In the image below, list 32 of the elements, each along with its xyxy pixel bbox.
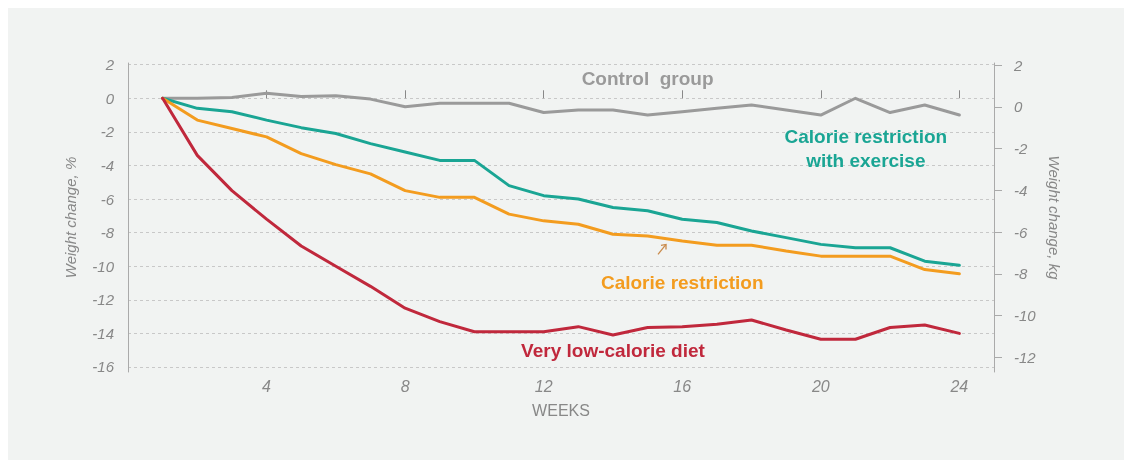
x-axis-title: WEEKS	[532, 401, 590, 419]
x-tick-label: 24	[949, 377, 969, 395]
y-tick-label: 2	[104, 56, 115, 74]
y-tick-label: -4	[100, 156, 114, 174]
y-tick-label: -14	[92, 324, 114, 342]
y2-tick-label: -8	[1014, 265, 1028, 283]
y2-tick-label: -6	[1014, 223, 1028, 241]
x-tick-label: 16	[673, 377, 692, 395]
y2-tick-label: -10	[1014, 307, 1037, 325]
y2-tick-label: 2	[1013, 56, 1023, 74]
x-tick-label: 4	[262, 377, 272, 395]
x-tick-label: 8	[400, 377, 410, 395]
text: Calorie restriction with exercise	[784, 126, 948, 172]
x-tick-label: 12	[534, 377, 553, 395]
y2-tick-label: 0	[1014, 98, 1023, 116]
y-tick-label: -6	[100, 190, 115, 208]
series-label: Very low-calorie diet	[521, 339, 706, 361]
y-tick-label: -2	[100, 123, 115, 141]
y2-tick-label: -4	[1014, 181, 1028, 199]
series-label: Control group	[581, 67, 714, 89]
y-tick-label: -10	[92, 257, 115, 275]
y2-tick-label: -12	[1014, 348, 1037, 366]
series-label: Calorie restriction	[600, 272, 764, 294]
y-axis-title: Weight change, %	[62, 156, 79, 279]
y-tick-label: 0	[105, 89, 115, 107]
y2-axis-title: Weight change, kg	[1045, 155, 1063, 281]
x-tick-label: 20	[810, 377, 830, 395]
y-tick-label: -8	[100, 224, 115, 242]
line-series	[161, 96, 961, 341]
y-tick-label: -16	[92, 358, 115, 376]
y-tick-label: -12	[92, 291, 115, 309]
y2-tick-label: -2	[1014, 140, 1028, 158]
